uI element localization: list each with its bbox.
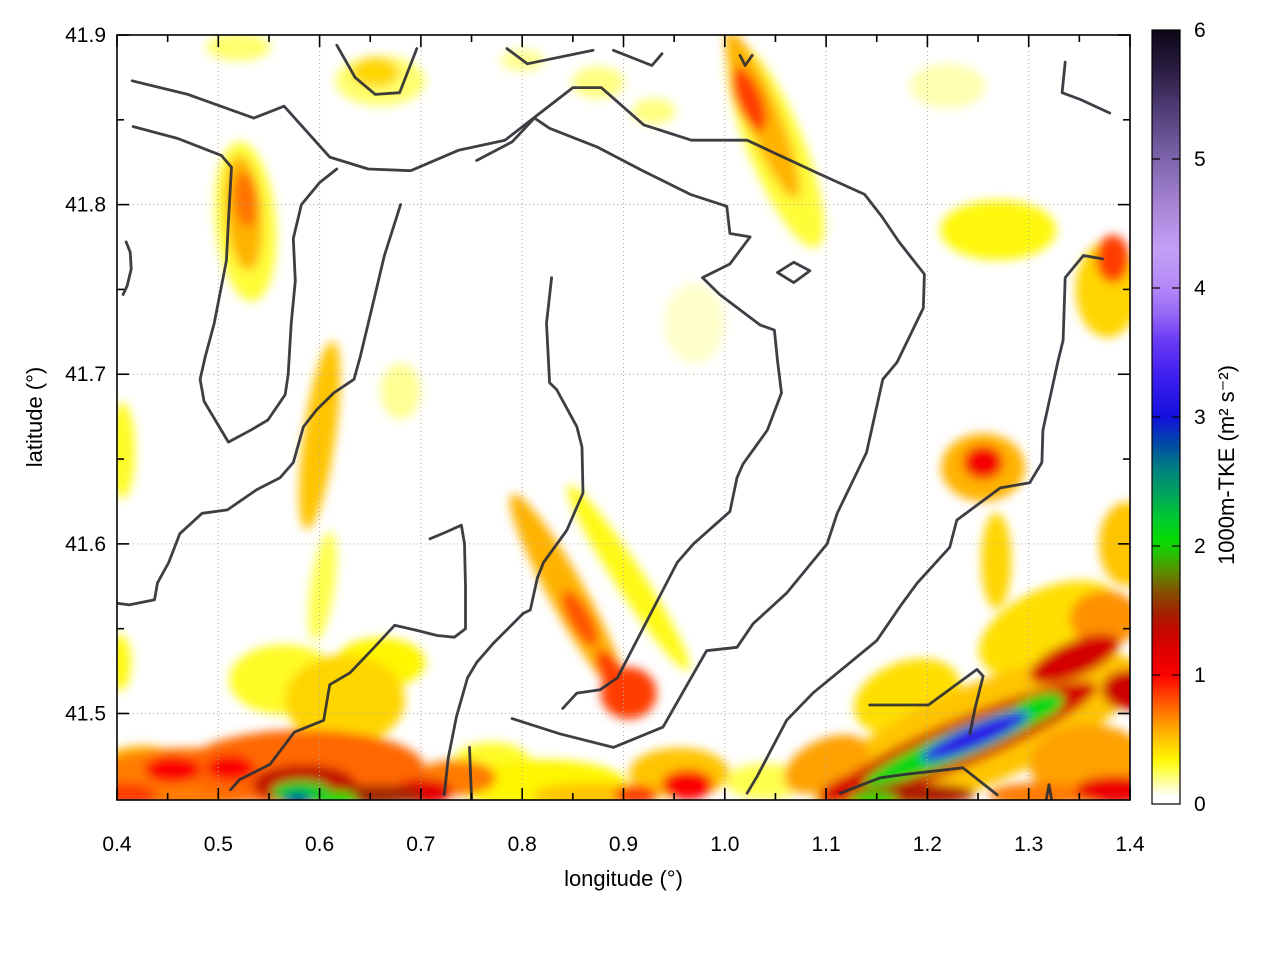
contour-top-small-v [738, 54, 754, 67]
tke-hotspot [380, 363, 421, 420]
tke-hotspot [308, 531, 337, 641]
tke-hotspot [561, 590, 599, 647]
contour-top-right-hook [1060, 60, 1112, 115]
colorbar: 0 1 2 3 4 5 6 [1151, 19, 1206, 816]
x-tick-label: 1.0 [710, 833, 739, 856]
contour-bottom-vertical [468, 746, 473, 800]
colorbar-tick-label: 4 [1194, 277, 1206, 300]
tke-hotspot [271, 780, 332, 800]
contour-top-zigzag-a [505, 47, 595, 66]
tick-labels: 0.4 0.5 0.6 0.7 0.8 0.9 1.0 1.1 1.2 1.3 1.4 41.5 41.… [65, 24, 1145, 856]
tke-hotspot [351, 57, 400, 88]
contour-bottom-spike [1044, 783, 1054, 800]
x-tick-label: 1.3 [1014, 833, 1043, 856]
tke-hotspot [613, 784, 658, 800]
colorbar-label: 1000m-TKE (m² s⁻²) [1214, 365, 1239, 565]
y-tick-label: 41.9 [65, 24, 106, 47]
contour-small-diamond [776, 260, 812, 284]
tke-hotspot [963, 445, 1004, 480]
contour-notch [229, 523, 467, 792]
y-tick-label: 41.6 [65, 533, 106, 556]
colorbar-tick-label: 5 [1194, 148, 1206, 171]
tke-hotspot [731, 67, 767, 132]
tke-hotspot [981, 512, 1012, 609]
contour-left-diagonal [117, 203, 402, 607]
tke-hotspot [1074, 775, 1130, 800]
colorbar-tick-label: 6 [1194, 19, 1206, 42]
heat-field-layer [117, 35, 1130, 800]
tke-hotspot [572, 66, 625, 99]
x-tick-label: 1.1 [811, 833, 840, 856]
tke-hotspot [921, 711, 1029, 762]
contour-br-lower [838, 766, 999, 797]
tke-hotspot [144, 755, 201, 784]
tke-hotspot [206, 754, 255, 781]
tke-hotspot [849, 791, 898, 800]
x-tick-label: 0.6 [305, 833, 334, 856]
tke-hotspot [567, 485, 690, 671]
x-tick-label: 0.4 [102, 833, 132, 856]
grid-layer [117, 35, 1130, 800]
tke-hotspot [206, 35, 271, 61]
x-axis-label: longitude (°) [564, 866, 683, 891]
x-tick-label: 0.8 [508, 833, 537, 856]
tke-hotspot [1099, 501, 1130, 586]
contour-top-zigzag-b [612, 48, 664, 67]
tke-hotspot [117, 782, 158, 800]
x-tick-label: 0.5 [204, 833, 233, 856]
tke-hotspot [631, 98, 676, 125]
x-tick-label: 1.2 [913, 833, 942, 856]
y-tick-label: 41.5 [65, 702, 106, 725]
contour-upper-long [130, 79, 926, 749]
tke-hotspot [1102, 669, 1130, 710]
y-axis-label: latitude (°) [22, 366, 47, 468]
tke-hotspot [233, 171, 258, 228]
tke-hotspot [1069, 590, 1130, 647]
colorbar-tick-label: 3 [1194, 406, 1206, 429]
tke-hotspot [988, 782, 1089, 800]
contour-second-left [131, 125, 339, 444]
x-tick-label: 0.9 [609, 833, 638, 856]
contour-layer [117, 43, 1112, 800]
tke-hotspot [664, 283, 725, 364]
tke-hotspot [909, 63, 986, 108]
tke-hotspot [661, 769, 714, 800]
axis-frame [116, 34, 1131, 801]
contour-middle-loop [475, 116, 783, 710]
colorbar-tick-label: 1 [1194, 664, 1206, 687]
y-tick-label: 41.7 [65, 363, 106, 386]
colorbar-tick-label: 0 [1194, 793, 1206, 816]
x-tick-label: 1.4 [1115, 833, 1145, 856]
tke-hotspot [1029, 634, 1120, 685]
contour-br-triangle [868, 668, 985, 736]
contour-left-bracket [121, 240, 133, 296]
contour-west-arch [442, 276, 585, 797]
y-tick-label: 41.8 [65, 194, 106, 217]
colorbar-tick-label: 2 [1194, 535, 1206, 558]
tke-hotspot [117, 634, 131, 691]
tke-hotspot [117, 402, 136, 499]
contour-top-left-v [335, 43, 419, 96]
contour-right-long [745, 254, 1104, 795]
tke-hotspot [283, 793, 312, 800]
tke-hotspot [595, 649, 628, 697]
tke-hotspot [1095, 234, 1130, 283]
x-tick-label: 0.7 [406, 833, 435, 856]
tke-hotspot [940, 200, 1057, 261]
